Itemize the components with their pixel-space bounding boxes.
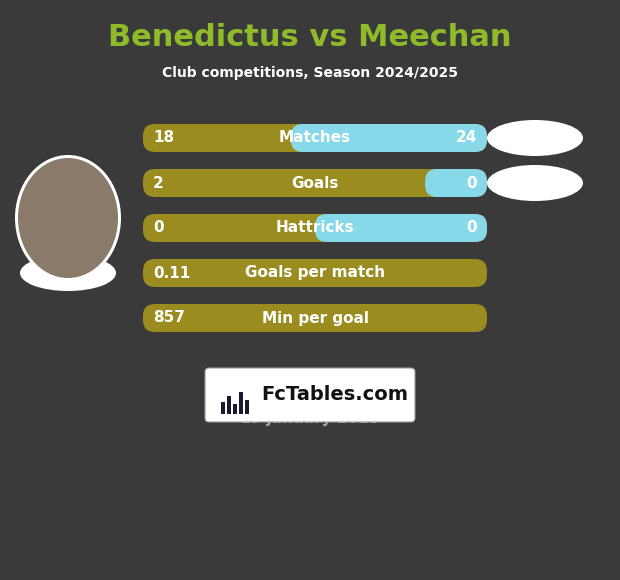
Ellipse shape <box>20 255 116 291</box>
Text: Min per goal: Min per goal <box>262 310 368 325</box>
FancyBboxPatch shape <box>143 169 487 197</box>
Ellipse shape <box>487 165 583 201</box>
FancyBboxPatch shape <box>315 214 487 242</box>
Ellipse shape <box>18 158 118 278</box>
FancyBboxPatch shape <box>143 214 487 242</box>
Text: Goals: Goals <box>291 176 339 190</box>
Text: 857: 857 <box>153 310 185 325</box>
FancyBboxPatch shape <box>205 368 415 422</box>
Text: Benedictus vs Meechan: Benedictus vs Meechan <box>108 24 511 53</box>
Text: FcTables.com: FcTables.com <box>261 386 408 404</box>
FancyBboxPatch shape <box>143 304 487 332</box>
FancyBboxPatch shape <box>291 124 487 152</box>
Text: 0: 0 <box>466 220 477 235</box>
Text: 0: 0 <box>466 176 477 190</box>
Ellipse shape <box>15 155 121 281</box>
Text: Goals per match: Goals per match <box>245 266 385 281</box>
Text: 18: 18 <box>153 130 174 146</box>
Ellipse shape <box>487 120 583 156</box>
Text: 0: 0 <box>153 220 164 235</box>
FancyBboxPatch shape <box>143 124 487 152</box>
Text: 2: 2 <box>153 176 164 190</box>
FancyBboxPatch shape <box>227 396 231 414</box>
Text: Matches: Matches <box>279 130 351 146</box>
FancyBboxPatch shape <box>425 169 487 197</box>
Text: Hattricks: Hattricks <box>276 220 354 235</box>
Text: Club competitions, Season 2024/2025: Club competitions, Season 2024/2025 <box>162 66 458 80</box>
Text: 24: 24 <box>456 130 477 146</box>
FancyBboxPatch shape <box>245 400 249 414</box>
Text: 0.11: 0.11 <box>153 266 190 281</box>
FancyBboxPatch shape <box>143 259 487 287</box>
FancyBboxPatch shape <box>233 404 237 414</box>
FancyBboxPatch shape <box>221 402 225 414</box>
FancyBboxPatch shape <box>239 392 243 414</box>
Text: 19 january 2025: 19 january 2025 <box>240 411 380 426</box>
